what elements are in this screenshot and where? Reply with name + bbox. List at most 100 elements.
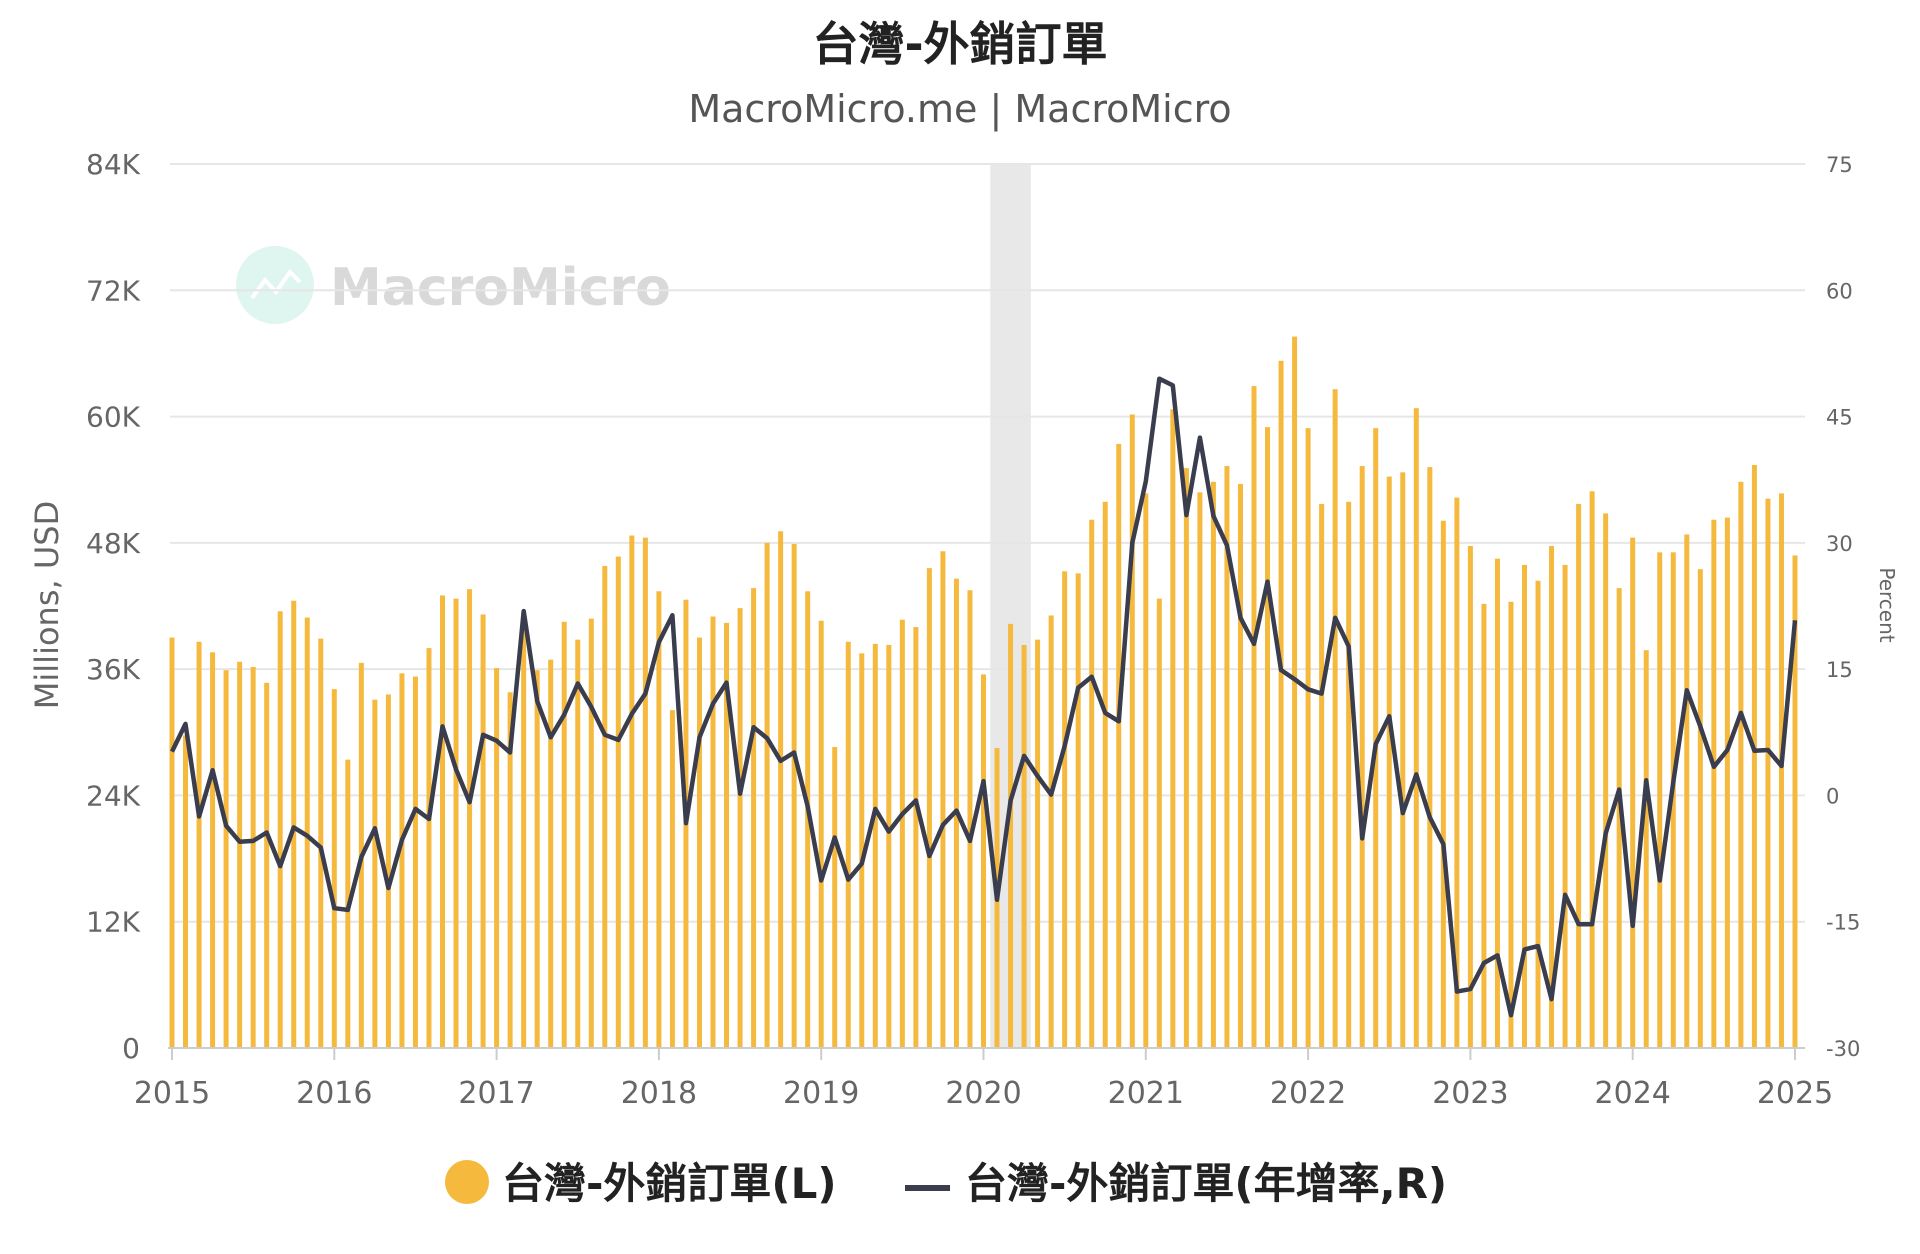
x-tick-label: 2015 xyxy=(134,1076,210,1111)
bar xyxy=(724,622,730,1048)
bar xyxy=(642,537,648,1048)
bar xyxy=(1684,534,1690,1048)
bar xyxy=(1751,464,1757,1048)
bar xyxy=(1711,519,1717,1048)
bar xyxy=(1319,503,1325,1048)
bar xyxy=(494,668,500,1048)
bar xyxy=(1467,546,1473,1048)
bar xyxy=(1778,493,1784,1048)
bar xyxy=(899,619,905,1048)
yoy-line xyxy=(169,376,1798,1018)
bar xyxy=(277,611,283,1048)
bar xyxy=(886,644,892,1048)
right-tick-label: 0 xyxy=(1826,784,1839,808)
bar xyxy=(196,641,202,1048)
bar xyxy=(521,614,527,1048)
bar xyxy=(412,676,418,1048)
bar xyxy=(1075,573,1081,1048)
bar xyxy=(1792,555,1798,1048)
bar xyxy=(1265,427,1271,1049)
bar xyxy=(1643,650,1649,1048)
bar xyxy=(615,556,621,1048)
bar xyxy=(1657,552,1663,1048)
bar xyxy=(926,568,932,1048)
bar xyxy=(385,694,391,1048)
bar xyxy=(575,639,581,1048)
bar xyxy=(602,566,608,1048)
bar xyxy=(805,591,811,1048)
bar xyxy=(1738,481,1744,1048)
bar xyxy=(764,542,770,1048)
x-tick-label: 2024 xyxy=(1595,1076,1671,1111)
bar xyxy=(264,682,270,1048)
watermark-logo-icon xyxy=(236,246,314,324)
left-axis-title: Millions, USD xyxy=(28,501,66,709)
bar xyxy=(1197,492,1203,1048)
x-axis-ticks: 2015 2016 2017 2018 2019 2020 2021 2022 2023 2024… xyxy=(134,1048,1833,1111)
bar xyxy=(1697,569,1703,1048)
bar xyxy=(629,535,635,1048)
x-tick-label: 2020 xyxy=(945,1076,1021,1111)
bar-series xyxy=(169,336,1798,1049)
bar xyxy=(453,598,459,1048)
bar xyxy=(1346,501,1352,1048)
bar xyxy=(1089,519,1095,1048)
right-axis-title: Percent xyxy=(1875,567,1899,642)
left-tick-label: 60K xyxy=(86,401,141,434)
bar xyxy=(1670,552,1676,1048)
bar xyxy=(1603,513,1609,1048)
bar xyxy=(1508,601,1514,1048)
legend-bar-label: 台灣-外銷訂單(L) xyxy=(502,1159,837,1208)
chart-title: 台灣-外銷訂單 xyxy=(812,17,1107,71)
right-tick-label: 30 xyxy=(1826,532,1853,556)
bar xyxy=(426,648,432,1048)
bar xyxy=(1305,428,1311,1049)
bar xyxy=(737,608,743,1048)
bar xyxy=(1035,639,1041,1048)
left-tick-label: 12K xyxy=(86,906,141,939)
bar xyxy=(210,652,216,1048)
bar xyxy=(1549,546,1555,1048)
bar xyxy=(1413,408,1419,1049)
bar xyxy=(1062,571,1068,1048)
bar xyxy=(1048,615,1054,1048)
bar xyxy=(440,595,445,1048)
bar xyxy=(372,699,378,1048)
left-tick-label: 24K xyxy=(86,779,141,812)
bar xyxy=(940,551,946,1048)
bar xyxy=(1359,466,1365,1048)
bar xyxy=(710,616,716,1048)
bar xyxy=(1251,386,1257,1048)
bar xyxy=(318,638,324,1048)
left-tick-label: 84K xyxy=(86,148,141,181)
x-tick-label: 2017 xyxy=(458,1076,534,1111)
right-axis-ticks: -30 -15 0 15 30 45 60 75 xyxy=(1826,153,1860,1061)
right-tick-label: -15 xyxy=(1826,911,1860,935)
bar xyxy=(467,589,473,1048)
bar xyxy=(1292,336,1298,1049)
left-axis-ticks: 0 12K 24K 36K 48K 60K 72K 84K xyxy=(86,148,141,1065)
bar xyxy=(1427,467,1433,1049)
bar xyxy=(1156,598,1162,1048)
bar xyxy=(169,637,175,1048)
bar xyxy=(1224,466,1230,1048)
x-tick-label: 2019 xyxy=(783,1076,859,1111)
watermark: MacroMicro xyxy=(236,246,671,324)
bar xyxy=(1522,564,1527,1048)
left-tick-label: 0 xyxy=(122,1032,140,1065)
bar xyxy=(183,735,189,1048)
bar xyxy=(250,667,256,1048)
bar xyxy=(913,627,919,1048)
x-tick-label: 2016 xyxy=(296,1076,372,1111)
left-tick-label: 48K xyxy=(86,527,141,560)
bar xyxy=(1170,409,1176,1048)
bar xyxy=(845,641,851,1048)
bar xyxy=(1116,443,1122,1048)
bar xyxy=(1454,497,1460,1049)
bar xyxy=(480,614,486,1048)
bar xyxy=(832,747,838,1048)
bar xyxy=(1386,476,1392,1048)
bar xyxy=(588,618,594,1048)
bar xyxy=(1373,428,1379,1049)
